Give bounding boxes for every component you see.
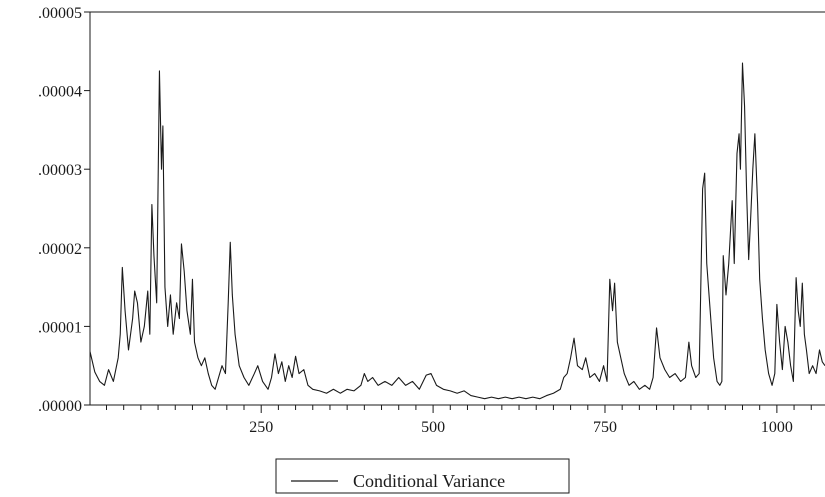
y-tick-label: .00003 [38,162,82,179]
plot-frame [89,11,825,406]
x-tick-label: 750 [593,419,617,436]
series-layer [89,62,825,400]
y-tick-label: .00002 [38,241,82,258]
y-tick-label: .00005 [38,5,82,22]
legend: Conditional Variance [275,458,570,494]
legend-box [275,458,570,494]
x-tick-label: 250 [249,419,273,436]
x-tick-label: 1000 [761,419,793,436]
x-axis: 250 500 750 1000 [106,405,812,436]
y-tick-label: .00001 [38,319,82,336]
x-tick-label: 500 [421,419,445,436]
legend-label: Conditional Variance [353,471,505,491]
y-tick-label: .00000 [38,398,82,415]
y-axis: .00000 .00001 .00002 .00003 .00004 .00005 [38,5,90,415]
y-tick-label: .00004 [38,84,82,101]
series-line [89,62,825,400]
